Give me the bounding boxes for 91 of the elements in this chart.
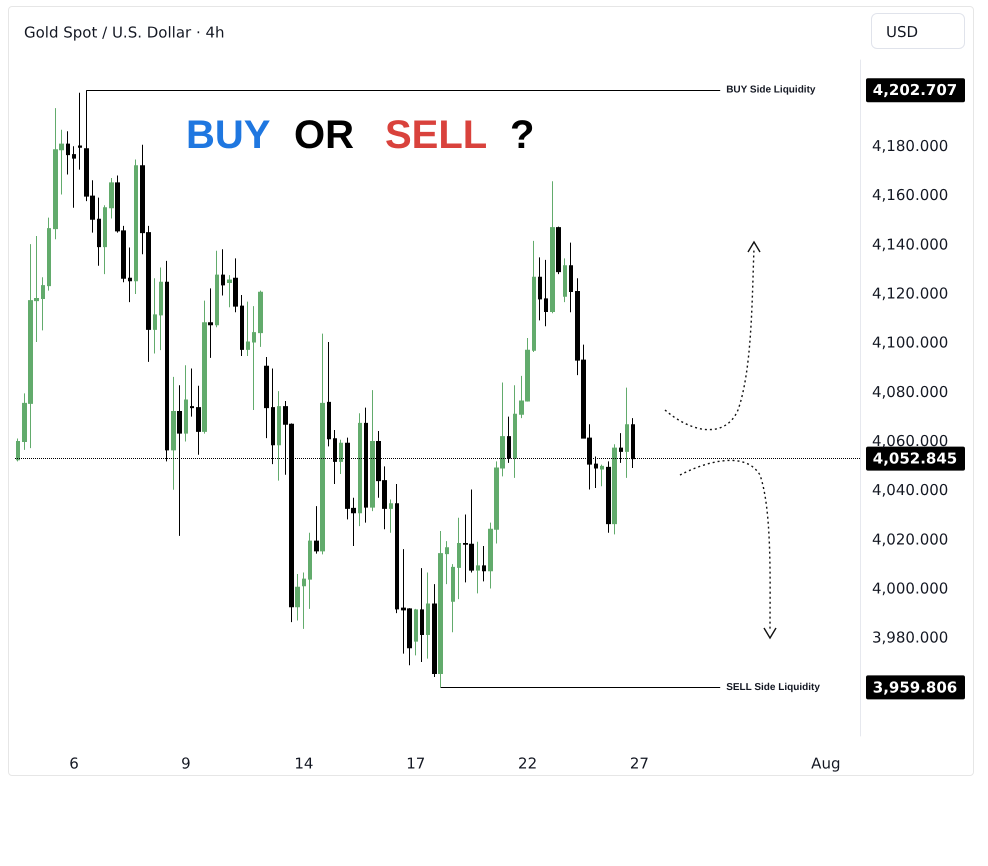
candlestick	[240, 294, 244, 356]
candlestick	[600, 464, 604, 487]
candlestick	[370, 390, 375, 512]
y-tick-label: 4,120.000	[872, 284, 948, 303]
candlestick	[606, 460, 611, 534]
candlestick	[72, 146, 76, 208]
x-tick-label: 9	[181, 754, 191, 772]
candlestick	[320, 333, 325, 555]
candlestick	[302, 572, 306, 630]
candlestick	[538, 256, 542, 321]
text: 4,202.707	[872, 81, 958, 100]
candlestick	[159, 266, 163, 351]
candlestick	[184, 364, 188, 442]
candlestick	[327, 341, 331, 447]
candlestick	[420, 568, 424, 663]
candlestick	[556, 226, 561, 275]
candlestick	[233, 258, 238, 313]
candlestick	[277, 390, 281, 482]
candlestick	[438, 530, 443, 688]
candlestick	[426, 572, 430, 660]
text: 4,052.845	[872, 450, 958, 468]
candlestick	[550, 180, 555, 314]
candlestick	[532, 240, 536, 353]
y-tick-label: 4,020.000	[872, 530, 948, 548]
annotation: SELL	[385, 113, 488, 157]
candlestick	[171, 376, 176, 490]
candlestick	[625, 387, 629, 478]
candlestick	[47, 217, 51, 292]
ref-line-label: SELL Side Liquidity	[726, 682, 820, 693]
candlestick	[264, 356, 269, 439]
chart-title: Gold Spot / U.S. Dollar · 4h	[24, 24, 225, 42]
candlestick	[544, 259, 548, 327]
candlestick	[215, 250, 219, 328]
annotation: ?	[510, 113, 534, 157]
candlestick	[16, 438, 20, 462]
candlestick	[395, 484, 399, 614]
y-tick-label: 3,980.000	[872, 628, 948, 647]
candlestick	[457, 517, 461, 600]
y-tick-label: 4,000.000	[872, 580, 948, 598]
candlestick	[314, 506, 319, 554]
candlestick	[451, 564, 455, 633]
candlestick	[103, 204, 107, 275]
ref-line-label: BUY Side Liquidity	[726, 84, 816, 96]
candlestick	[563, 258, 567, 303]
candlestick	[227, 274, 232, 308]
candlestick	[358, 412, 362, 527]
annotation: OR	[294, 113, 354, 157]
candlestick	[66, 130, 70, 176]
candlestick	[513, 384, 517, 478]
candlestick	[128, 247, 132, 303]
candlestick	[252, 306, 256, 411]
candlestick	[196, 385, 201, 456]
candlestick	[208, 288, 213, 358]
y-axis-title: USD	[871, 13, 965, 49]
y-tick-label: 4,140.000	[872, 235, 948, 254]
x-tick-label: 6	[69, 754, 79, 772]
candlestick	[134, 159, 138, 295]
x-tick-label: 17	[406, 754, 426, 772]
candlestick	[339, 439, 343, 474]
candlestick	[445, 540, 449, 585]
candlestick	[569, 242, 573, 313]
candlestick	[109, 177, 114, 220]
candlestick	[202, 300, 207, 434]
candlestick	[190, 368, 194, 418]
x-tick-label: 14	[294, 754, 314, 772]
candlestick	[414, 608, 418, 656]
candlestick	[41, 276, 45, 331]
x-tick-label: Aug	[811, 754, 840, 772]
candlestick	[308, 532, 312, 610]
candlestick	[153, 278, 157, 354]
candlestick	[432, 584, 437, 678]
y-tick-label: 4,040.000	[872, 481, 948, 500]
candlestick	[221, 248, 225, 296]
candlestick	[295, 574, 300, 621]
candlestick	[612, 444, 617, 535]
y-tick-label: 4,060.000	[872, 432, 948, 450]
text: 3,959.806	[872, 678, 958, 696]
candlestick	[246, 301, 250, 356]
y-tick-label: 4,100.000	[872, 334, 948, 352]
y-tick-label: 4,180.000	[872, 137, 948, 156]
x-tick-label: 27	[630, 754, 649, 772]
y-tick-label: 4,080.000	[872, 382, 948, 401]
candlestick	[482, 545, 486, 582]
x-tick-label: 22	[518, 754, 538, 772]
candlestick	[258, 290, 263, 348]
y-tick-label: 4,160.000	[872, 186, 948, 204]
candlestick	[78, 92, 82, 170]
candlestick	[476, 541, 480, 594]
annotation: BUY	[186, 113, 271, 157]
candlestick	[389, 499, 393, 534]
candlestick	[97, 197, 101, 266]
